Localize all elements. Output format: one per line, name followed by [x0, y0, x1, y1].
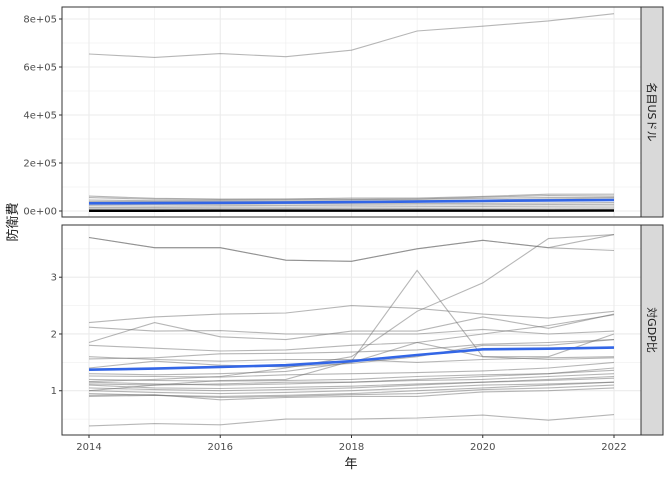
- y-tick-label: 2: [51, 329, 57, 340]
- series-line: [88, 369, 615, 382]
- series-line: [88, 339, 615, 360]
- series-line: [88, 193, 614, 200]
- panel-2: 1 2 3 対GDP比: [51, 224, 664, 438]
- facet-strip: [640, 224, 664, 436]
- series-line: [88, 387, 615, 401]
- series-line: [88, 356, 615, 363]
- y-tick-label: 4e+05: [23, 111, 57, 122]
- series-line: [88, 381, 615, 395]
- series-line: [88, 414, 615, 427]
- x-tick-label: 2014: [76, 442, 101, 453]
- series-line: [89, 207, 615, 210]
- mean-line: [88, 198, 615, 205]
- series-line: [88, 326, 615, 335]
- facet-strip-label: 名目USドル: [645, 82, 659, 141]
- series-line: [88, 367, 615, 386]
- series-line: [88, 203, 615, 207]
- x-tick-label: 2016: [208, 442, 233, 453]
- mean-line: [88, 346, 615, 371]
- series-line: [88, 313, 615, 344]
- y-axis-title: 防衛費: [5, 202, 21, 241]
- series-line: [88, 196, 615, 202]
- series-line: [88, 361, 615, 378]
- series-line: [88, 234, 615, 383]
- x-tick-label: 2018: [339, 442, 364, 453]
- y-tick-label: 6e+05: [23, 63, 57, 74]
- x-tick-label: 2020: [470, 442, 495, 453]
- series-line: [88, 375, 615, 390]
- y-tick-label: 0e+00: [23, 207, 57, 218]
- y-tick-label: 1: [51, 386, 57, 397]
- y-tick-label: 3: [51, 273, 57, 284]
- panel-1: 0e+00 2e+05 4e+05 6e+05 8e+05 名目USドル: [23, 6, 664, 218]
- facet-strip: [640, 6, 664, 218]
- series-line: [88, 377, 615, 392]
- series-line: [88, 305, 615, 324]
- y-tick-label: 2e+05: [23, 159, 57, 170]
- y-tick-label: 8e+05: [23, 15, 57, 26]
- series-line: [88, 234, 615, 262]
- series-line: [88, 202, 615, 206]
- x-tick-label: 2022: [601, 442, 626, 453]
- series-line: [88, 13, 615, 58]
- series-line: [89, 205, 615, 208]
- series-line: [88, 314, 615, 352]
- facet-strip-label: 対GDP比: [645, 307, 659, 353]
- series-line: [88, 339, 615, 369]
- x-axis-title: 年: [344, 457, 357, 472]
